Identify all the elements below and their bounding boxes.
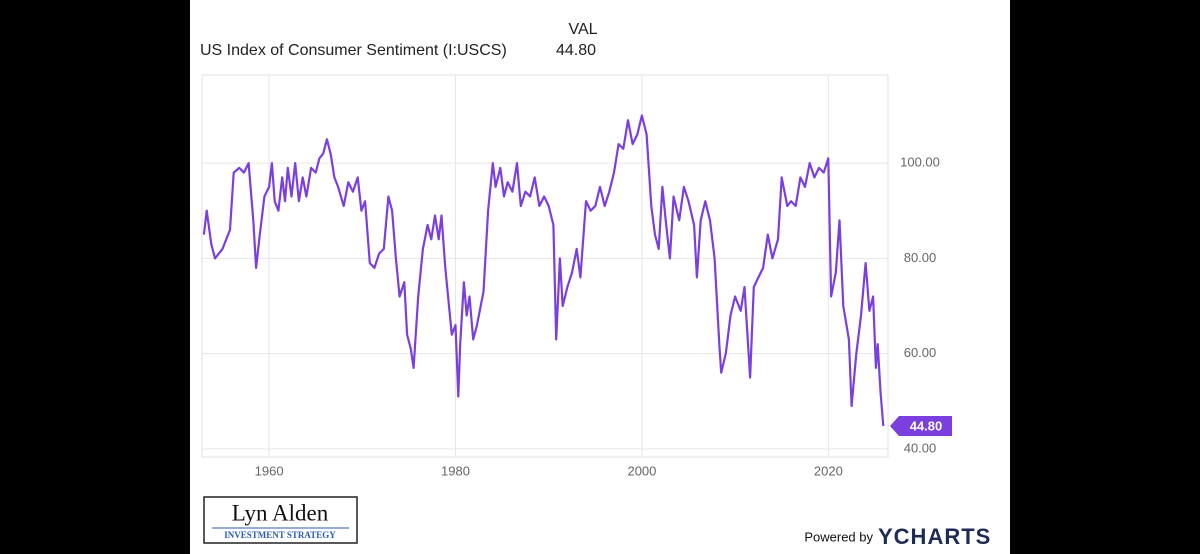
- logo-box: [203, 496, 358, 544]
- x-tick-label: 1980: [441, 463, 470, 478]
- x-tick-label: 2020: [814, 463, 843, 478]
- y-tick-label: 60.00: [904, 345, 937, 360]
- plot-frame: [201, 74, 889, 458]
- value-badge-label: 44.80: [910, 418, 943, 433]
- panel: [190, 0, 1010, 554]
- value-header: VAL: [568, 21, 597, 38]
- logo-name: Lyn Alden: [232, 500, 329, 525]
- value-badge: [890, 416, 952, 437]
- legend-value: 44.80: [556, 42, 596, 59]
- provider-logo: YCHARTS: [878, 524, 991, 549]
- x-tick-label: 2000: [627, 463, 656, 478]
- y-tick-label: 80.00: [904, 250, 937, 265]
- powered-by: Powered by: [804, 529, 873, 544]
- y-tick-label: 100.00: [900, 155, 940, 170]
- x-tick-label: 1960: [255, 463, 284, 478]
- y-tick-label: 40.00: [904, 440, 937, 455]
- logo-tagline: INVESTMENT STRATEGY: [224, 530, 336, 540]
- series-line: [202, 114, 885, 427]
- legend-entry: US Index of Consumer Sentiment (I:USCS): [200, 42, 507, 59]
